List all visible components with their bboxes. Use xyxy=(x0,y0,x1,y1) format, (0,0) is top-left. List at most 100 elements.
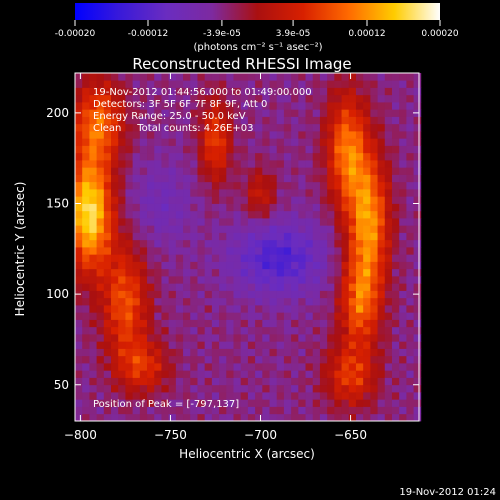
heatmap-cell xyxy=(118,160,126,168)
heatmap-cell xyxy=(82,239,90,248)
heatmap-cell xyxy=(154,268,162,277)
heatmap-cell xyxy=(154,305,162,313)
heatmap-cell xyxy=(147,239,155,248)
heatmap-cell xyxy=(175,413,184,422)
heatmap-cell xyxy=(75,348,83,357)
heatmap-cell xyxy=(240,312,249,320)
heatmap-cell xyxy=(262,123,270,132)
heatmap-cell xyxy=(125,355,134,364)
heatmap-cell xyxy=(370,254,378,262)
heatmap-cell xyxy=(377,399,386,407)
heatmap-cell xyxy=(125,80,134,88)
heatmap-cell xyxy=(219,392,227,400)
heatmap-cell xyxy=(413,210,422,219)
heatmap-cell xyxy=(139,305,148,313)
heatmap-cell xyxy=(125,131,134,139)
heatmap-cell xyxy=(262,370,270,378)
heatmap-cell xyxy=(125,326,134,335)
heatmap-cell xyxy=(161,377,170,386)
heatmap-cell xyxy=(82,73,90,81)
heatmap-cell xyxy=(413,160,422,168)
heatmap-cell xyxy=(111,102,119,110)
heatmap-cell xyxy=(168,109,177,117)
heatmap-cell xyxy=(147,319,155,328)
heatmap-cell xyxy=(125,73,134,81)
heatmap-cell xyxy=(305,348,314,357)
heatmap-cell xyxy=(276,167,285,175)
heatmap-cell xyxy=(312,73,321,81)
heatmap-cell xyxy=(363,283,371,291)
heatmap-cell xyxy=(154,261,162,270)
heatmap-cell xyxy=(240,160,249,168)
heatmap-cell xyxy=(168,355,177,364)
heatmap-cell xyxy=(269,312,278,320)
heatmap-cell xyxy=(211,355,220,364)
heatmap-cell xyxy=(334,94,342,103)
heatmap-cell xyxy=(219,297,227,306)
heatmap-cell xyxy=(298,261,306,270)
heatmap-cell xyxy=(161,138,170,146)
heatmap-cell xyxy=(377,181,386,190)
heatmap-cell xyxy=(327,377,335,386)
heatmap-cell xyxy=(247,116,256,125)
heatmap-cell xyxy=(75,406,83,415)
heatmap-cell xyxy=(283,377,292,386)
heatmap-cell xyxy=(334,290,342,299)
heatmap-cell xyxy=(363,87,371,96)
heatmap-cell xyxy=(183,399,191,407)
heatmap-cell xyxy=(82,196,90,204)
heatmap-cell xyxy=(370,363,378,371)
heatmap-cell xyxy=(183,305,191,313)
heatmap-cell xyxy=(341,370,350,378)
heatmap-cell xyxy=(334,102,342,110)
heatmap-cell xyxy=(75,261,83,270)
heatmap-cell xyxy=(355,203,364,212)
heatmap-cell xyxy=(305,203,314,212)
heatmap-cell xyxy=(334,109,342,117)
heatmap-cell xyxy=(139,167,148,175)
heatmap-cell xyxy=(391,305,400,313)
heatmap-cell xyxy=(132,348,141,357)
heatmap-cell xyxy=(118,174,126,183)
heatmap-cell xyxy=(291,174,299,183)
heatmap-cell xyxy=(283,232,292,241)
heatmap-cell xyxy=(190,138,198,146)
heatmap-cell xyxy=(341,377,350,386)
heatmap-cell xyxy=(399,94,407,103)
heatmap-cell xyxy=(233,210,242,219)
heatmap-cell xyxy=(377,232,386,241)
heatmap-cell xyxy=(118,247,126,255)
heatmap-cell xyxy=(341,138,350,146)
heatmap-cell xyxy=(175,174,184,183)
heatmap-cell xyxy=(219,189,227,197)
heatmap-cell xyxy=(183,196,191,204)
heatmap-cell xyxy=(226,181,234,190)
heatmap-cell xyxy=(103,363,112,371)
heatmap-cell xyxy=(211,326,220,335)
heatmap-cell xyxy=(391,326,400,335)
heatmap-cell xyxy=(413,116,422,125)
heatmap-cell xyxy=(139,297,148,306)
heatmap-cell xyxy=(125,196,134,204)
heatmap-cell xyxy=(312,312,321,320)
heatmap-cell xyxy=(327,268,335,277)
heatmap-cell xyxy=(269,160,278,168)
heatmap-cell xyxy=(384,94,393,103)
heatmap-cell xyxy=(291,392,299,400)
heatmap-cell xyxy=(276,370,285,378)
heatmap-cell xyxy=(276,283,285,291)
heatmap-cell xyxy=(183,413,191,422)
heatmap-cell xyxy=(197,174,206,183)
heatmap-cell xyxy=(132,268,141,277)
heatmap-cell xyxy=(363,268,371,277)
heatmap-cell xyxy=(161,355,170,364)
heatmap-cell xyxy=(204,189,213,197)
heatmap-cell xyxy=(204,109,213,117)
heatmap-cell xyxy=(406,399,414,407)
heatmap-cell xyxy=(168,392,177,400)
heatmap-cell xyxy=(355,196,364,204)
heatmap-cell xyxy=(154,406,162,415)
heatmap-cell xyxy=(413,406,422,415)
heatmap-cell xyxy=(132,254,141,262)
